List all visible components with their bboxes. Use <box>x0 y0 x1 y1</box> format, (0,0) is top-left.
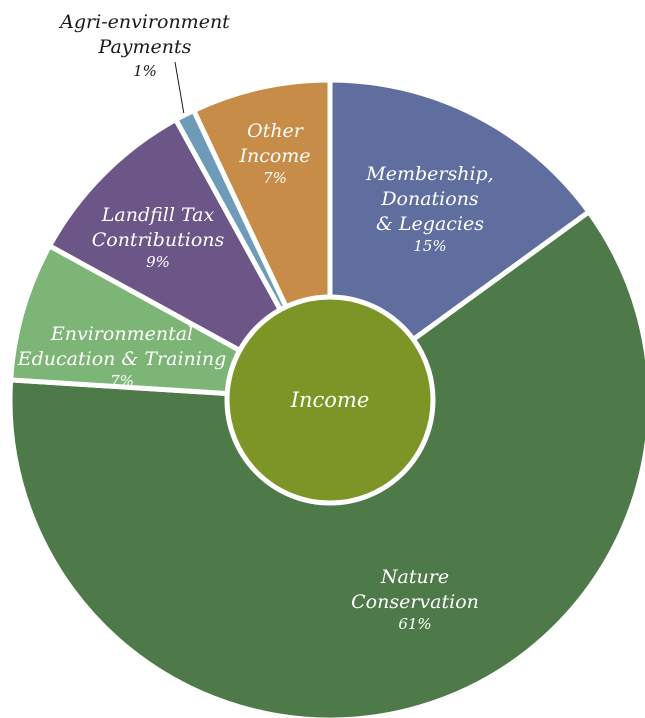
slice-label-3: Landfill Tax Contributions 9% <box>92 204 225 271</box>
slice-label-4: Agri-environment Payments 1% <box>58 11 230 114</box>
slice-label-line: Membership, <box>365 163 493 185</box>
center-disc <box>224 294 436 506</box>
slice-label-line: Landfill Tax <box>101 204 215 226</box>
slice-percent-label: 7% <box>263 169 287 187</box>
slice-label-line: & Legacies <box>376 213 484 235</box>
slice-percent-label: 1% <box>133 62 157 80</box>
leader-line <box>174 61 185 114</box>
slice-percent-label: 7% <box>110 372 134 390</box>
slice-label-line: Donations <box>380 188 479 210</box>
slice-label-1: Nature Conservation 61% <box>351 566 479 633</box>
slice-label-5: Other Income 7% <box>238 120 310 187</box>
slice-label-line: Agri-environment <box>58 11 230 33</box>
slice-label-line: Income <box>238 145 310 167</box>
slice-label-0: Membership, Donations & Legacies 15% <box>365 163 493 255</box>
center-disc-group: Income <box>224 294 436 506</box>
slice-label-line: Other <box>247 120 305 142</box>
slice-labels: Membership, Donations & Legacies 15% Nature C… <box>17 11 494 633</box>
center-label: Income <box>290 388 370 412</box>
slice-label-line: Environmental <box>50 323 193 345</box>
slice-label-line: Payments <box>98 36 192 58</box>
slice-label-line: Conservation <box>351 591 479 613</box>
slice-label-2: Environmental Education & Training 7% <box>17 323 227 390</box>
slice-label-line: Education & Training <box>17 348 227 370</box>
slice-label-line: Contributions <box>92 229 225 251</box>
slice-percent-label: 9% <box>146 253 170 271</box>
slice-percent-label: 15% <box>413 237 446 255</box>
slice-label-line: Nature <box>380 566 449 588</box>
slice-percent-label: 61% <box>398 615 431 633</box>
